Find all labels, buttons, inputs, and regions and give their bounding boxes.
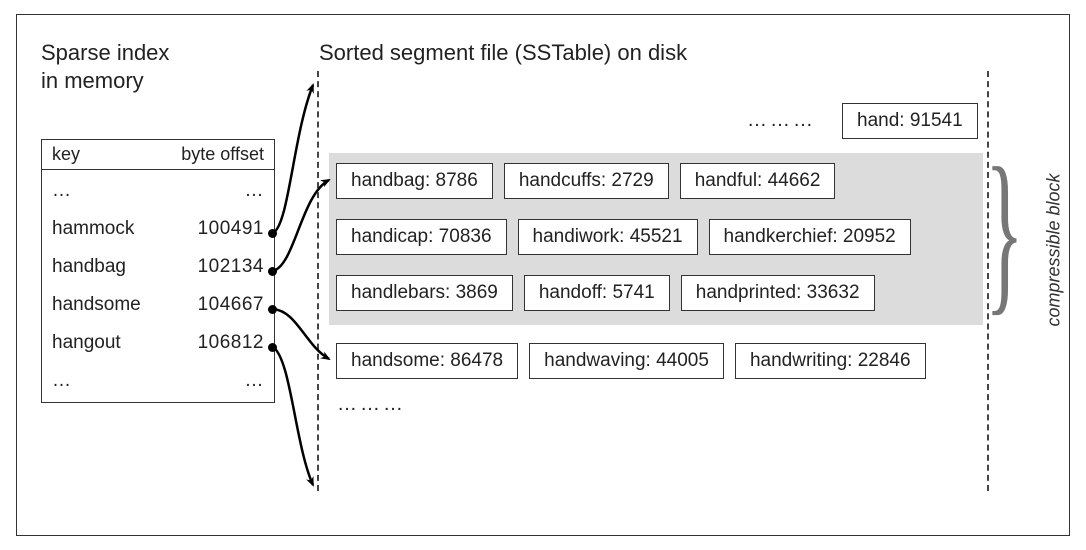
index-offset: 104667	[184, 294, 264, 316]
kv-entry: handwriting: 22846	[735, 343, 926, 379]
trailing-dots: ………	[337, 393, 406, 416]
index-key: hammock	[52, 218, 184, 240]
title-left-line2: in memory	[41, 67, 169, 95]
block-row: handicap: 70836 handiwork: 45521 handker…	[333, 215, 914, 259]
compressible-brace: }	[985, 141, 1024, 321]
block-row: handbag: 8786 handcuffs: 2729 handful: 4…	[333, 159, 838, 203]
index-dot	[268, 305, 277, 314]
index-row: ……	[42, 362, 274, 400]
kv-entry: handful: 44662	[680, 163, 836, 199]
block-row: handlebars: 3869 handoff: 5741 handprint…	[333, 271, 878, 315]
page-root: Sparse index in memory Sorted segment fi…	[0, 0, 1086, 550]
index-key: handbag	[52, 256, 184, 278]
index-key: …	[52, 370, 184, 392]
after-block-row: handsome: 86478 handwaving: 44005 handwr…	[333, 339, 929, 383]
outer-border: Sparse index in memory Sorted segment fi…	[16, 14, 1070, 536]
index-rows: …… hammock100491 handbag102134 handsome1…	[42, 170, 274, 402]
index-row: hangout106812	[42, 324, 274, 362]
index-row: handsome104667	[42, 286, 274, 324]
compressible-brace-label: compressible block	[1044, 157, 1065, 327]
kv-entry: handcuffs: 2729	[504, 163, 669, 199]
index-row: handbag102134	[42, 248, 274, 286]
sparse-index-table: key byte offset …… hammock100491 handbag…	[41, 139, 275, 403]
index-key: hangout	[52, 332, 184, 354]
index-dot	[268, 229, 277, 238]
kv-entry: handlebars: 3869	[336, 275, 513, 311]
index-dot	[268, 343, 277, 352]
index-offset: …	[184, 180, 264, 202]
kv-entry: handicap: 70836	[336, 219, 507, 255]
index-offset: …	[184, 370, 264, 392]
index-key: handsome	[52, 294, 184, 316]
index-row: hammock100491	[42, 210, 274, 248]
index-header-offset: byte offset	[171, 140, 274, 169]
index-header-key: key	[42, 140, 171, 169]
kv-entry: handiwork: 45521	[518, 219, 698, 255]
index-offset: 100491	[184, 218, 264, 240]
kv-entry: handwaving: 44005	[529, 343, 724, 379]
index-key: …	[52, 180, 184, 202]
sstable-left-boundary	[317, 71, 319, 491]
title-left-line1: Sparse index	[41, 39, 169, 67]
kv-entry: handprinted: 33632	[681, 275, 875, 311]
index-header: key byte offset	[42, 140, 274, 170]
title-right: Sorted segment file (SSTable) on disk	[319, 39, 687, 67]
preceding-dots: ………	[747, 109, 816, 132]
preceding-entry-wrap: hand: 91541	[839, 99, 981, 143]
kv-entry: handkerchief: 20952	[709, 219, 911, 255]
index-row: ……	[42, 172, 274, 210]
title-left: Sparse index in memory	[41, 39, 169, 95]
kv-entry: handoff: 5741	[524, 275, 670, 311]
kv-entry: handbag: 8786	[336, 163, 493, 199]
kv-entry: hand: 91541	[842, 103, 978, 139]
index-dot	[268, 267, 277, 276]
index-offset: 106812	[184, 332, 264, 354]
index-offset: 102134	[184, 256, 264, 278]
diagram-canvas: Sparse index in memory Sorted segment fi…	[17, 15, 1069, 535]
kv-entry: handsome: 86478	[336, 343, 518, 379]
